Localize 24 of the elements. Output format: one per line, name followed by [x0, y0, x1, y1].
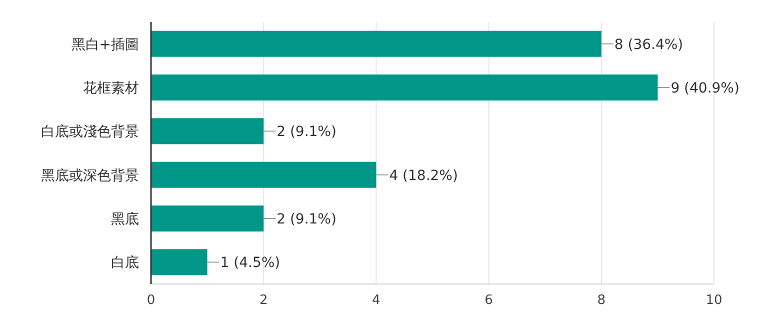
- x-tick-label: 10: [706, 293, 722, 308]
- y-tick-label: 黑白+插圖: [71, 36, 139, 53]
- data-label: 9 (40.9%): [670, 80, 740, 96]
- data-label: 1 (4.5%): [220, 255, 280, 272]
- y-tick-label: 花框素材: [83, 80, 139, 96]
- x-tick-label: 8: [597, 293, 606, 308]
- bar: [151, 249, 208, 276]
- y-tick-label: 白底: [111, 255, 139, 272]
- data-label: 2 (9.1%): [276, 212, 336, 228]
- bar: [151, 162, 376, 188]
- bar: [151, 30, 602, 57]
- bar: [151, 206, 264, 232]
- data-label: 2 (9.1%): [276, 124, 336, 140]
- x-tick-label: 4: [372, 293, 380, 308]
- x-tick-label: 2: [259, 293, 268, 308]
- bar: [151, 74, 658, 100]
- bar: [151, 118, 264, 144]
- data-label: 4 (18.2%): [389, 168, 458, 184]
- data-label: 8 (36.4%): [614, 36, 684, 53]
- y-tick-label: 白底或淺色背景: [41, 124, 139, 140]
- x-tick-label: 0: [146, 293, 156, 308]
- y-tick-label: 黑底: [111, 212, 139, 228]
- x-tick-label: 6: [484, 293, 493, 308]
- y-tick-label: 黑底或深色背景: [41, 168, 139, 184]
